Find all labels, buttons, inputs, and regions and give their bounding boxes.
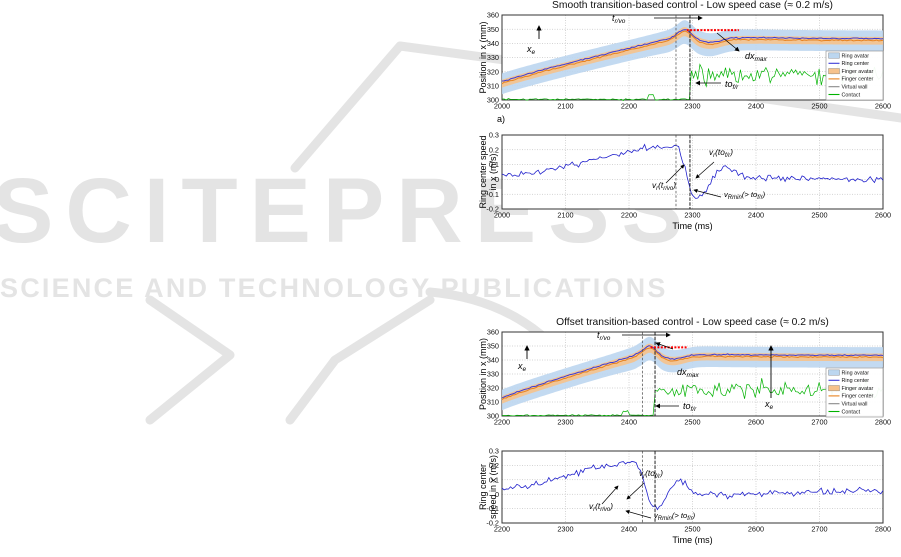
svg-text:360: 360: [487, 11, 499, 20]
svg-text:0.3: 0.3: [489, 131, 499, 140]
svg-text:0.2: 0.2: [489, 145, 499, 154]
svg-text:0: 0: [495, 490, 499, 499]
svg-text:310: 310: [487, 81, 499, 90]
svg-text:340: 340: [487, 356, 499, 365]
svg-text:2200: 2200: [494, 418, 510, 427]
svg-text:Contact: Contact: [842, 409, 861, 415]
svg-text:2800: 2800: [875, 525, 891, 534]
svg-text:2600: 2600: [875, 102, 891, 111]
svg-text:330: 330: [487, 370, 499, 379]
svg-text:Contact: Contact: [842, 92, 861, 98]
svg-text:350: 350: [487, 25, 499, 34]
svg-text:Finger center: Finger center: [842, 394, 874, 400]
svg-text:2500: 2500: [811, 211, 827, 220]
svg-text:Time (ms): Time (ms): [672, 221, 712, 231]
svg-text:330: 330: [487, 53, 499, 62]
svg-text:2200: 2200: [494, 525, 510, 534]
svg-text:320: 320: [487, 67, 499, 76]
svg-text:a): a): [497, 114, 505, 124]
svg-text:2800: 2800: [875, 418, 891, 427]
svg-text:2600: 2600: [875, 211, 891, 220]
svg-text:Finger avatar: Finger avatar: [842, 386, 874, 392]
svg-text:2400: 2400: [621, 525, 637, 534]
svg-text:Finger center: Finger center: [842, 77, 874, 83]
svg-text:2600: 2600: [748, 418, 764, 427]
svg-text:2600: 2600: [748, 525, 764, 534]
svg-text:2400: 2400: [621, 418, 637, 427]
svg-text:340: 340: [487, 39, 499, 48]
svg-text:0: 0: [495, 175, 499, 184]
svg-text:Offset transition-based contro: Offset transition-based control - Low sp…: [556, 317, 829, 328]
svg-text:350: 350: [487, 342, 499, 351]
svg-text:2100: 2100: [557, 102, 573, 111]
svg-text:Virtual wall: Virtual wall: [842, 402, 868, 408]
svg-text:0.2: 0.2: [489, 461, 499, 470]
svg-text:360: 360: [487, 328, 499, 337]
svg-text:2300: 2300: [557, 418, 573, 427]
svg-text:2100: 2100: [557, 211, 573, 220]
svg-text:2300: 2300: [684, 102, 700, 111]
svg-text:Ring center: Ring center: [842, 61, 870, 67]
svg-text:2500: 2500: [684, 525, 700, 534]
svg-text:Smooth transition-based contro: Smooth transition-based control - Low sp…: [552, 0, 833, 11]
svg-text:2200: 2200: [621, 211, 637, 220]
svg-text:2300: 2300: [684, 211, 700, 220]
svg-text:2400: 2400: [748, 211, 764, 220]
svg-text:310: 310: [487, 398, 499, 407]
svg-text:2000: 2000: [494, 211, 510, 220]
svg-text:2000: 2000: [494, 102, 510, 111]
svg-text:2700: 2700: [811, 418, 827, 427]
svg-text:-0.1: -0.1: [486, 504, 499, 513]
svg-text:Finger avatar: Finger avatar: [842, 69, 874, 75]
svg-text:2500: 2500: [811, 102, 827, 111]
svg-text:Ring avatar: Ring avatar: [842, 370, 870, 376]
svg-text:Ring center: Ring center: [842, 378, 870, 384]
svg-text:2200: 2200: [621, 102, 637, 111]
svg-text:2400: 2400: [748, 102, 764, 111]
svg-text:Ring avatar: Ring avatar: [842, 53, 870, 59]
svg-text:2500: 2500: [684, 418, 700, 427]
svg-text:-0.1: -0.1: [486, 190, 499, 199]
svg-text:Time (ms): Time (ms): [672, 535, 712, 545]
svg-text:0.1: 0.1: [489, 475, 499, 484]
svg-text:Virtual wall: Virtual wall: [842, 85, 868, 91]
svg-text:0.3: 0.3: [489, 447, 499, 456]
svg-text:2300: 2300: [557, 525, 573, 534]
svg-text:2700: 2700: [811, 525, 827, 534]
svg-text:0.1: 0.1: [489, 160, 499, 169]
svg-text:320: 320: [487, 384, 499, 393]
